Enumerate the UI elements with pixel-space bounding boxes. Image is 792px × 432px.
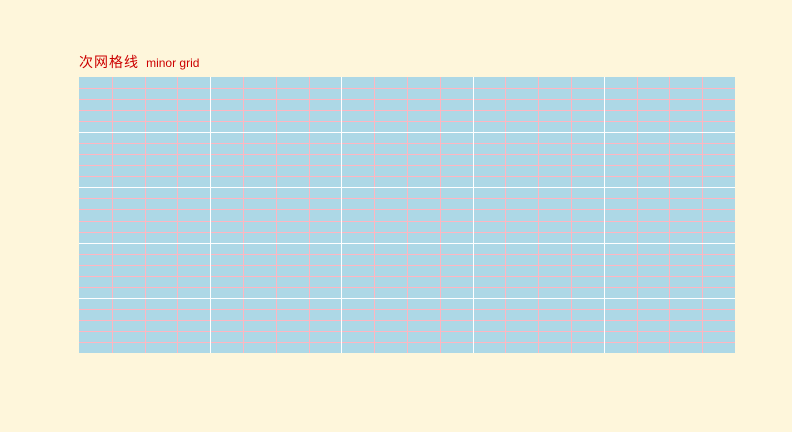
chart-title-en: minor grid (146, 56, 200, 70)
chart-title-cn: 次网格线 (79, 55, 139, 71)
chart-title: 次网格线 minor grid (79, 53, 199, 72)
